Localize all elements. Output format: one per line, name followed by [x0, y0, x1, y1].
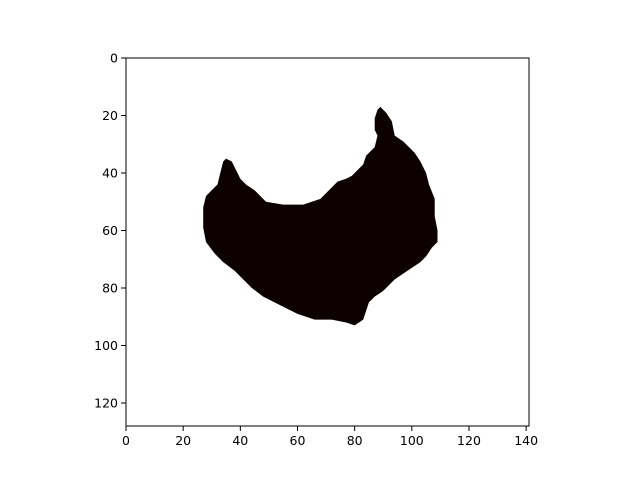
- y-tick-label: 20: [102, 108, 118, 123]
- x-tick-label: 60: [290, 433, 306, 448]
- x-tick-label: 20: [175, 433, 191, 448]
- y-tick-label: 40: [102, 166, 118, 181]
- y-tick-label: 100: [94, 338, 118, 353]
- x-tick-label: 0: [122, 433, 130, 448]
- x-tick-label: 140: [514, 433, 538, 448]
- x-tick-label: 40: [232, 433, 248, 448]
- plot-area: [125, 57, 530, 427]
- y-tick-label: 0: [110, 51, 118, 66]
- y-axis: 0 20 40 60 80 100 120: [94, 51, 126, 411]
- x-tick-label: 120: [457, 433, 481, 448]
- x-axis: 0 20 40 60 80 100 120 140: [122, 426, 538, 448]
- y-tick-label: 80: [102, 281, 118, 296]
- mask-region: [203, 106, 438, 326]
- x-tick-label: 100: [400, 433, 424, 448]
- y-tick-label: 60: [102, 223, 118, 238]
- axes-frame: [125, 57, 530, 427]
- y-tick-label: 120: [94, 396, 118, 411]
- x-tick-label: 80: [347, 433, 363, 448]
